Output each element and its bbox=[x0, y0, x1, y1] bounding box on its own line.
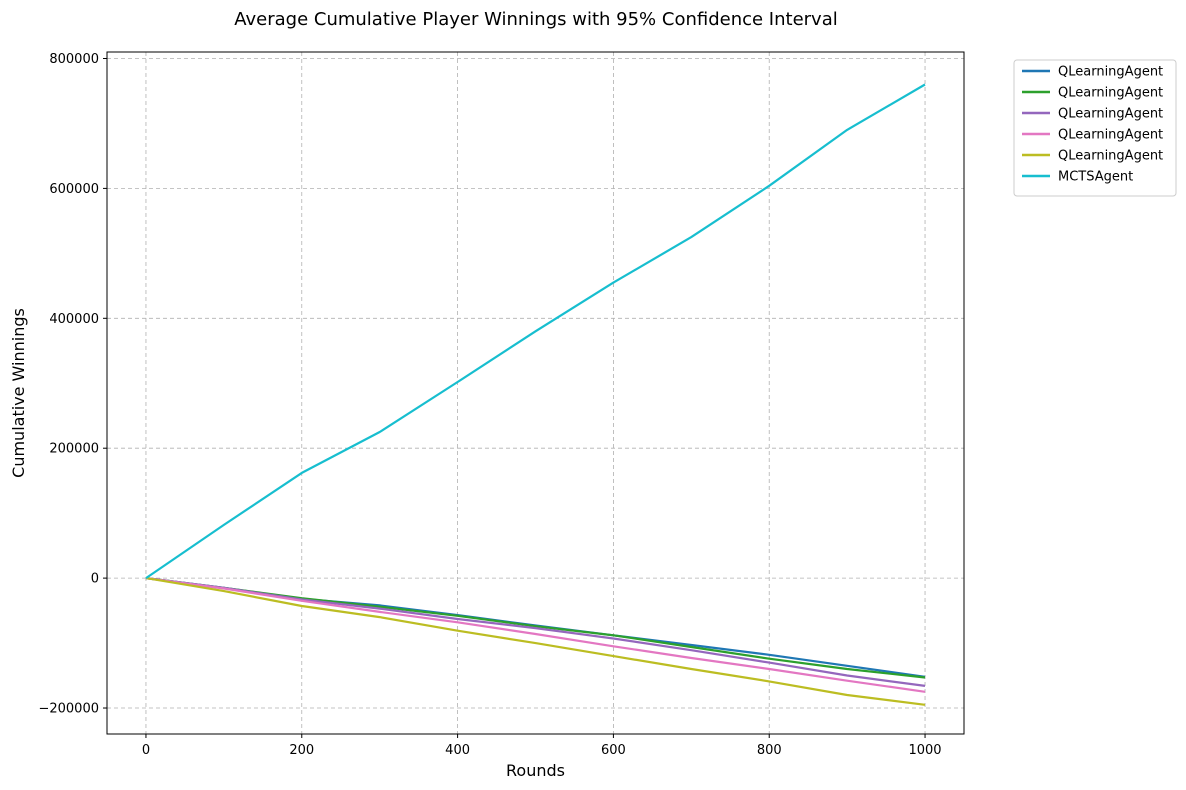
legend-label: QLearningAgent bbox=[1058, 86, 1163, 101]
y-tick-label: 0 bbox=[91, 572, 99, 587]
y-tick-label: 200000 bbox=[49, 442, 99, 457]
series-line-4 bbox=[145, 577, 926, 693]
series-lines bbox=[145, 83, 926, 706]
x-tick-label: 400 bbox=[445, 743, 470, 758]
axis-ticks: 0 200 400 600 800 1000 −200000 0 200000 400000 600… bbox=[38, 52, 941, 758]
legend-box bbox=[1013, 59, 1177, 197]
series-line-6 bbox=[145, 83, 926, 580]
legend-label: QLearningAgent bbox=[1058, 149, 1163, 164]
y-axis-label: Cumulative Winnings bbox=[9, 308, 28, 478]
legend-label: MCTSAgent bbox=[1058, 170, 1133, 185]
chart-title: Average Cumulative Player Winnings with … bbox=[234, 9, 837, 30]
y-tick-label: 600000 bbox=[49, 182, 99, 197]
x-tick-label: 1000 bbox=[908, 743, 941, 758]
legend-label: QLearningAgent bbox=[1058, 128, 1163, 143]
x-tick-label: 0 bbox=[142, 743, 150, 758]
y-tick-label: −200000 bbox=[38, 702, 99, 717]
legend-label: QLearningAgent bbox=[1058, 107, 1163, 122]
y-tick-label: 800000 bbox=[49, 52, 99, 67]
legend-label: QLearningAgent bbox=[1058, 65, 1163, 80]
x-axis-label: Rounds bbox=[506, 761, 565, 780]
y-tick-label: 400000 bbox=[49, 312, 99, 327]
x-tick-label: 200 bbox=[289, 743, 314, 758]
legend: QLearningAgent QLearningAgent QLearningAge… bbox=[1013, 59, 1177, 197]
grid bbox=[107, 52, 964, 734]
plot-frame bbox=[106, 51, 965, 735]
series-line-5 bbox=[145, 577, 926, 706]
x-tick-label: 600 bbox=[601, 743, 626, 758]
x-tick-label: 800 bbox=[757, 743, 782, 758]
